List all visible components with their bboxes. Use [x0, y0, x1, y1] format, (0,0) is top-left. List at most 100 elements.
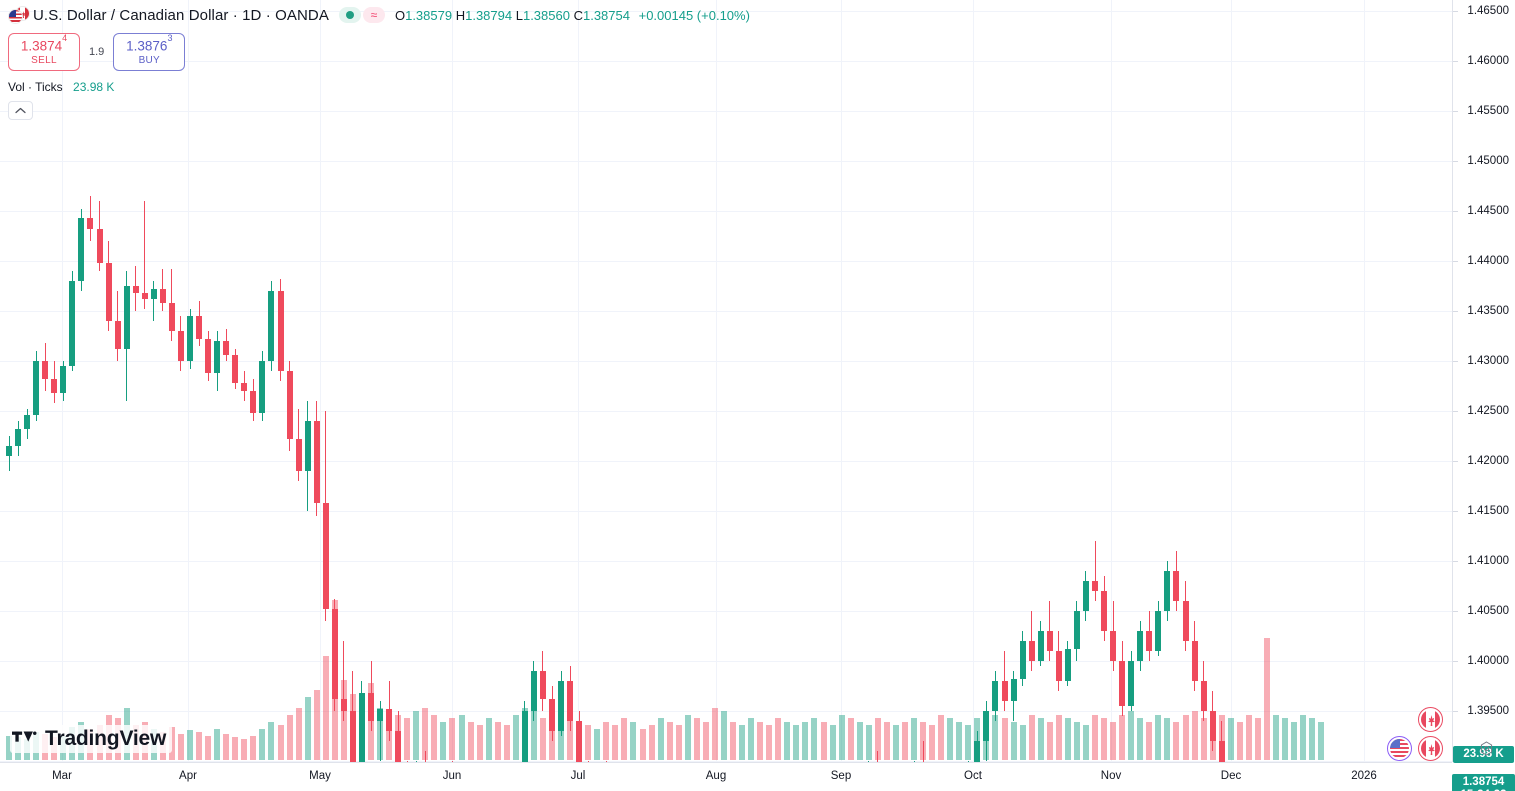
candle-body — [539, 671, 546, 699]
candle-body — [1019, 641, 1026, 679]
volume-bar — [268, 721, 275, 760]
time-axis-label[interactable]: Mar — [52, 770, 72, 782]
gridline-vertical — [1111, 0, 1112, 762]
price-axis-tick-dash — [1453, 311, 1458, 312]
candle-body — [1191, 641, 1198, 681]
price-axis-tick-dash — [1453, 361, 1458, 362]
price-axis-tick-dash — [1453, 11, 1458, 12]
usa-flag-badge-icon[interactable] — [1387, 736, 1412, 761]
volume-bar — [1092, 714, 1098, 760]
candle-body — [349, 711, 356, 762]
gridline-horizontal — [0, 161, 1452, 162]
volume-bar — [277, 725, 284, 760]
volume-bar — [585, 725, 592, 760]
candle-body — [395, 731, 402, 762]
candle-body — [331, 609, 338, 699]
axis-settings-icon[interactable] — [1477, 739, 1495, 757]
chart-plot-area[interactable] — [0, 0, 1452, 762]
volume-bar — [1182, 714, 1189, 760]
candle-body — [78, 218, 85, 281]
candle-wick — [415, 761, 417, 762]
candle-body — [187, 316, 193, 361]
approx-icon[interactable]: ≈ — [362, 7, 385, 23]
volume-bar — [250, 735, 257, 760]
time-axis-label[interactable]: Jun — [442, 770, 462, 782]
canada-flag-badge-icon-2[interactable] — [1418, 736, 1443, 761]
symbol-title[interactable]: U.S. Dollar / Canadian Dollar · 1D · OAN… — [33, 6, 329, 24]
candle-body — [992, 681, 999, 711]
candle-body — [214, 341, 221, 373]
ohlc-high-label: H — [455, 7, 466, 23]
price-axis-tick: 1.42000 — [1467, 455, 1509, 467]
time-axis-label[interactable]: Dec — [1220, 770, 1242, 782]
candle-body — [1128, 661, 1135, 706]
volume-bar — [313, 690, 320, 760]
ohlc-high-value: 1.38794 — [465, 7, 513, 23]
time-axis[interactable]: Mar Apr May Jun Jul Aug Sep Oct Nov Dec 2026 — [0, 762, 1452, 791]
time-axis-label[interactable]: Aug — [705, 770, 727, 782]
buy-button[interactable]: 1.38763 BUY — [113, 33, 186, 71]
candle-body — [132, 286, 139, 293]
time-axis-label[interactable]: Jul — [570, 770, 586, 782]
volume-bar — [1001, 718, 1008, 760]
volume-bar — [594, 728, 601, 760]
volume-bar — [648, 725, 655, 760]
price-axis-tick-dash — [1453, 261, 1458, 262]
volume-bar — [1245, 714, 1252, 760]
market-open-dot-icon[interactable] — [338, 7, 361, 23]
candle-body — [177, 331, 184, 361]
current-price-badge[interactable]: 1.38754 15:24:33 — [1452, 773, 1515, 791]
ohlc-change: +0.00145 (+0.10%) — [638, 7, 750, 23]
trade-widget[interactable]: 1.38744 SELL 1.9 1.38763 BUY — [8, 33, 750, 71]
volume-bar — [322, 655, 329, 760]
volume-bar — [530, 711, 537, 760]
market-status-group[interactable]: ≈ — [338, 7, 385, 23]
candle-body — [558, 681, 565, 731]
canada-flag-badge-icon[interactable] — [1418, 707, 1443, 732]
time-axis-label[interactable]: 2026 — [1351, 770, 1377, 782]
time-axis-label[interactable]: Oct — [964, 770, 982, 782]
volume-legend[interactable]: Vol · Ticks 23.98 K — [8, 80, 750, 94]
candle-body — [1164, 571, 1171, 611]
candle-body — [42, 361, 49, 379]
volume-bar — [730, 721, 736, 760]
collapse-pane-button[interactable] — [8, 101, 33, 120]
price-axis-tick: 1.46500 — [1467, 5, 1509, 17]
time-axis-label[interactable]: May — [309, 770, 331, 782]
volume-bar — [1200, 718, 1207, 760]
sell-button[interactable]: 1.38744 SELL — [8, 33, 80, 71]
candle-body — [6, 446, 12, 456]
price-axis-tick-dash — [1453, 61, 1458, 62]
price-axis[interactable]: 1.38754 15:24:33 23.98 K 1.46500 1.46000 1… — [1452, 0, 1515, 791]
time-axis-label[interactable]: Apr — [179, 770, 197, 782]
gridline-vertical — [841, 0, 842, 762]
volume-badge[interactable]: 23.98 K — [1453, 746, 1514, 763]
volume-bar — [920, 721, 927, 760]
legend-title-row[interactable]: U.S. Dollar / Canadian Dollar · 1D · OAN… — [8, 4, 750, 26]
volume-bar — [413, 711, 420, 760]
candle-body — [1137, 631, 1144, 661]
current-price-value: 1.38754 — [1462, 775, 1505, 788]
candle-body — [33, 361, 40, 415]
volume-bar — [1309, 718, 1316, 760]
time-axis-label[interactable]: Nov — [1100, 770, 1122, 782]
time-axis-label[interactable]: Sep — [830, 770, 852, 782]
volume-bar — [232, 737, 239, 760]
volume-bar — [693, 718, 700, 760]
price-axis-tick: 1.44000 — [1467, 255, 1509, 267]
candle-body — [567, 681, 574, 721]
volume-bar — [1273, 714, 1279, 760]
gridline-horizontal — [0, 111, 1452, 112]
gridline-vertical — [452, 0, 453, 762]
chart-gridlines — [0, 0, 1452, 762]
candle-wick — [587, 761, 589, 762]
candle-wick — [424, 751, 426, 762]
volume-bar — [874, 718, 881, 760]
gridline-horizontal — [0, 261, 1452, 262]
gridline-vertical — [973, 0, 974, 762]
price-axis-tick: 1.46000 — [1467, 55, 1509, 67]
volume-bar — [1110, 721, 1117, 760]
candle-body — [340, 699, 347, 711]
flag-badges-group[interactable] — [1387, 707, 1443, 761]
candle-body — [15, 429, 22, 446]
